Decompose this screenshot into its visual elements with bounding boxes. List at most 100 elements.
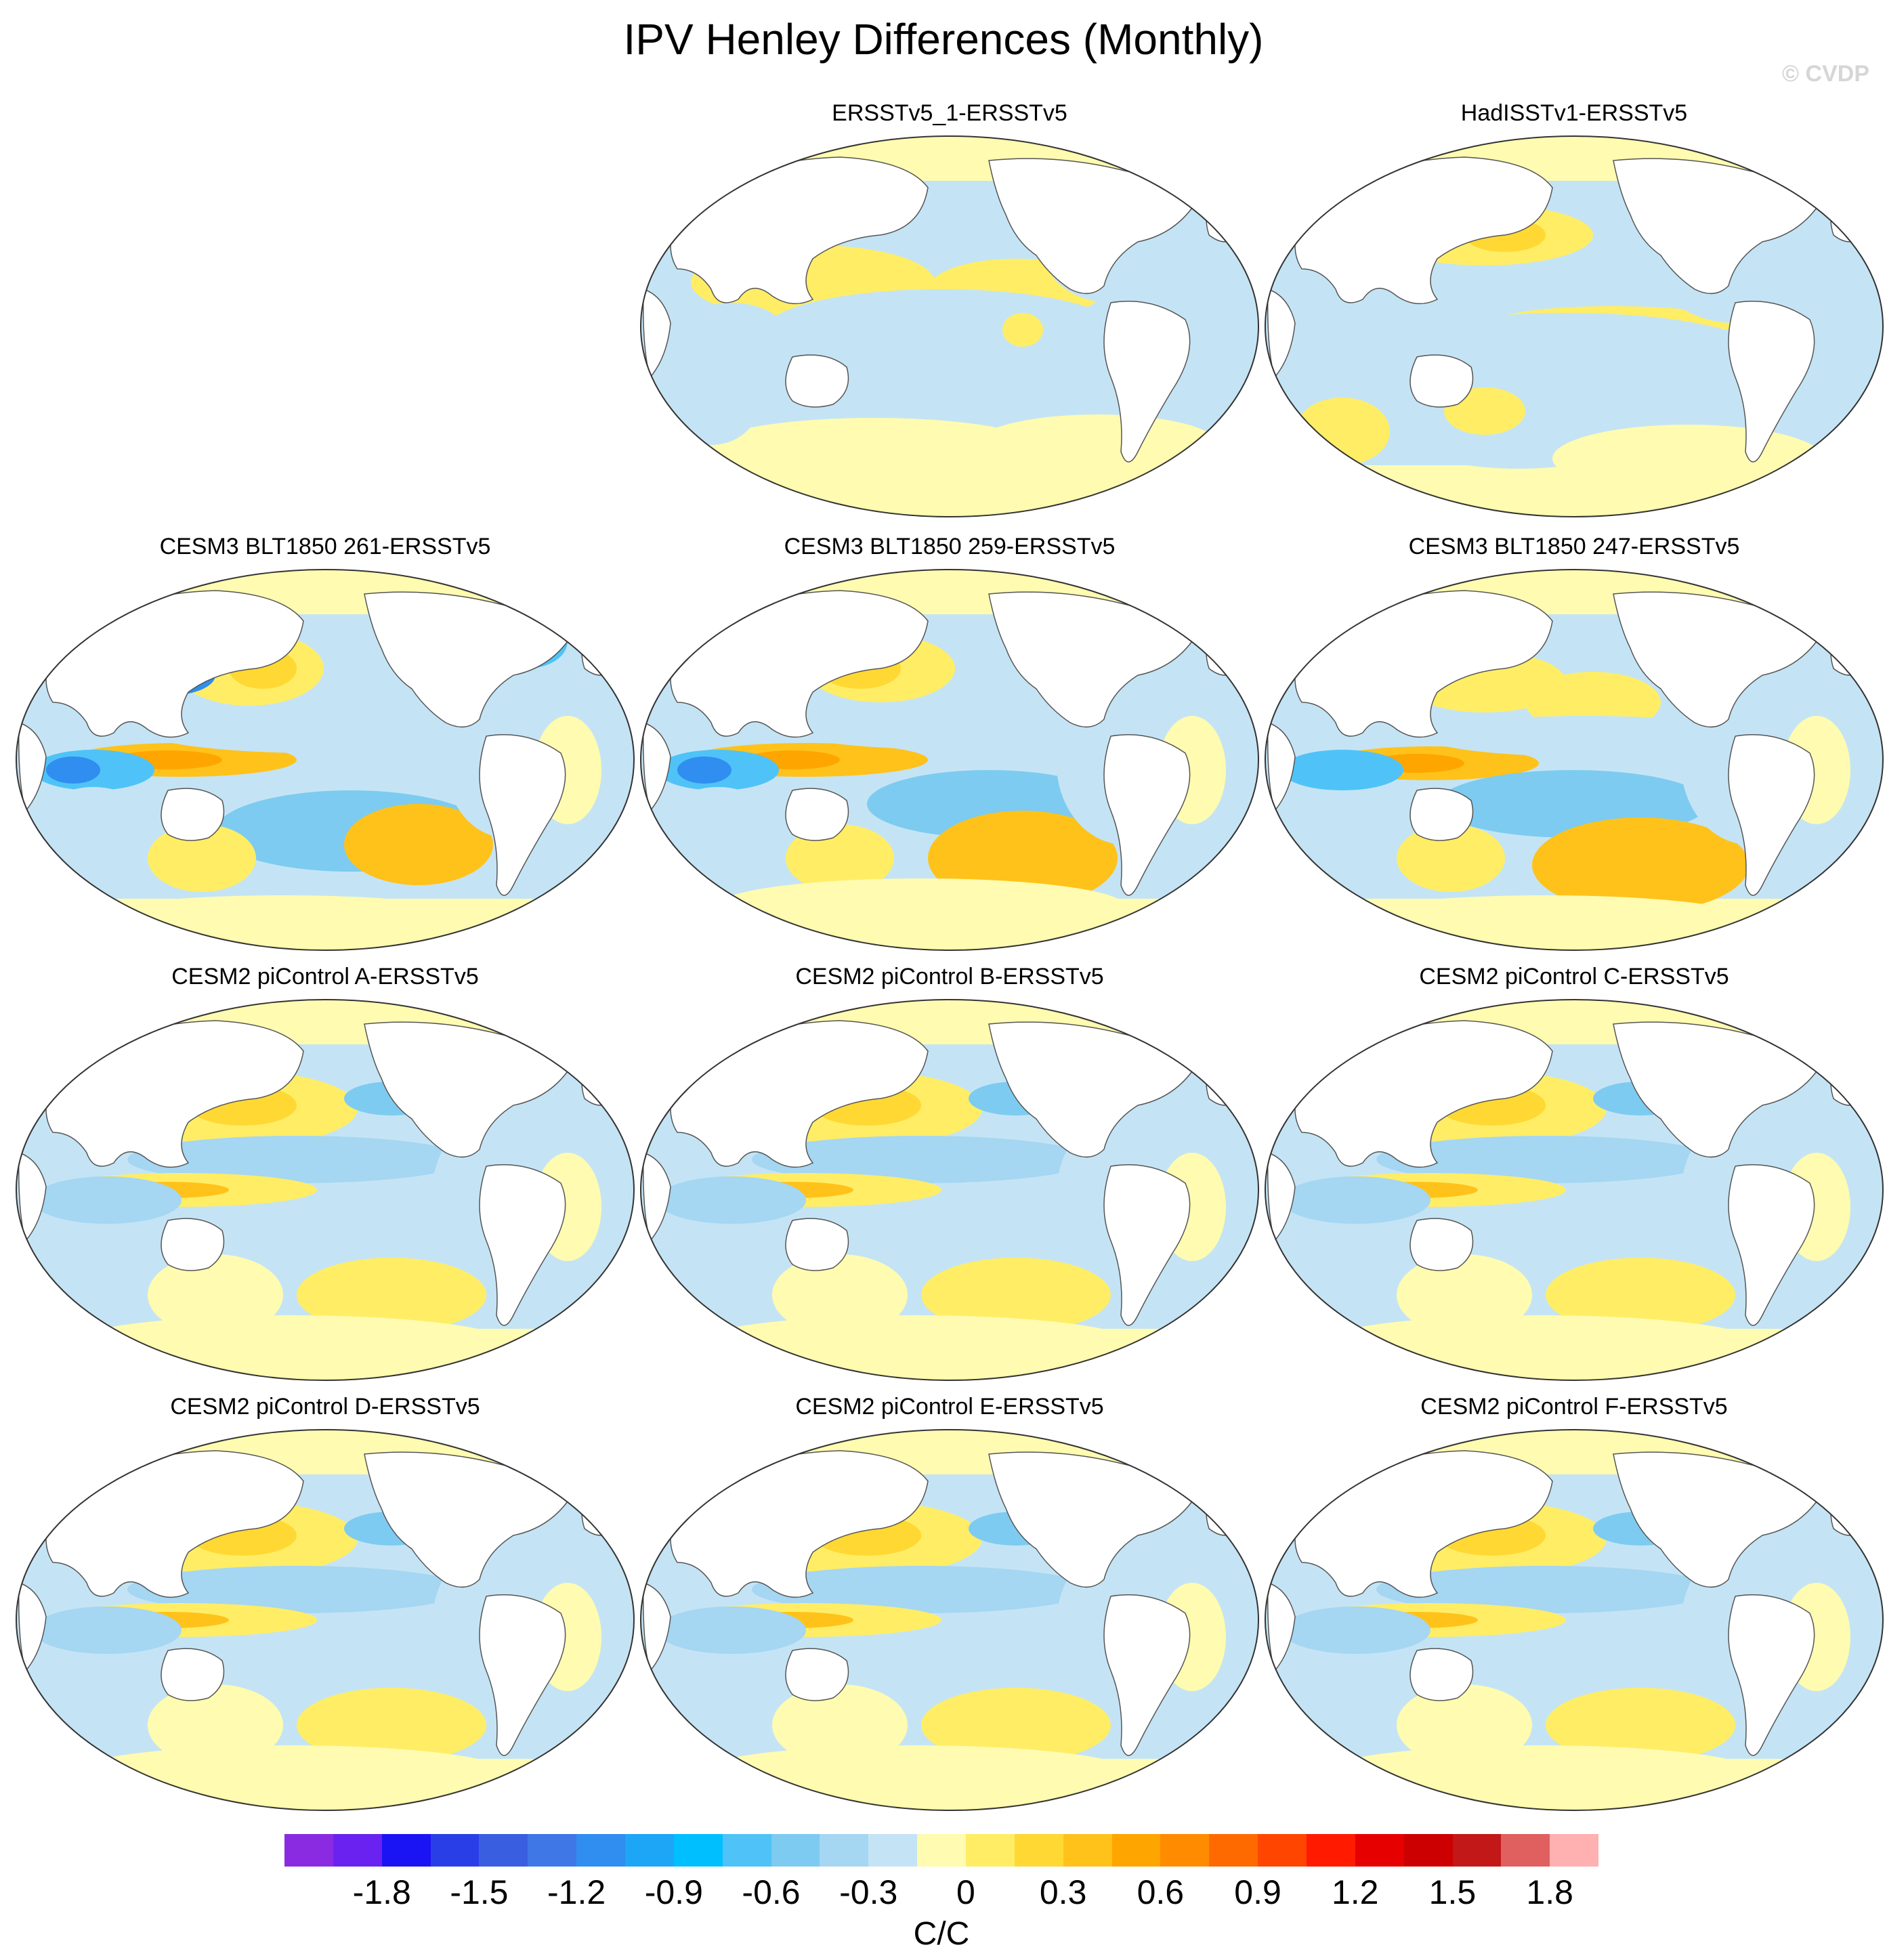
map-cesm3-261 [16, 569, 635, 951]
landmass [988, 591, 1193, 728]
map-cesm2-a [16, 999, 635, 1381]
anomaly-region [698, 418, 1050, 486]
colorbar-units: C/C [913, 1916, 970, 1952]
colorbar-tick-label: 0.3 [1039, 1873, 1087, 1911]
landmass [45, 1450, 304, 1598]
map-cesm2-d [16, 1429, 635, 1811]
map-frame [16, 569, 635, 951]
anomaly-region [1397, 1254, 1532, 1336]
anomaly-region [1552, 425, 1823, 492]
anomaly-region [671, 303, 792, 384]
map-frame [640, 135, 1259, 517]
colorbar-boxes [284, 1834, 1599, 1867]
anomaly-region [141, 706, 493, 753]
anomaly-region [1288, 794, 1397, 868]
anomaly-region [1342, 895, 1749, 943]
landmass [1206, 1487, 1240, 1536]
landmass [1206, 193, 1240, 242]
landmass [670, 1450, 929, 1598]
map-frame [1265, 135, 1884, 517]
anomaly-region [1546, 1688, 1735, 1762]
map-cesm2-e [640, 1429, 1259, 1811]
anomaly-region [1424, 716, 1749, 757]
map-panel-cesm2-f: CESM2 piControl F-ERSSTv5 [1261, 1392, 1887, 1812]
landmass [642, 1151, 671, 1242]
anomaly-region [297, 1258, 486, 1332]
landmass [988, 1021, 1193, 1158]
anomaly-region [127, 1136, 466, 1183]
anomaly-region [33, 1606, 182, 1654]
anomaly-region [1295, 310, 1430, 404]
anomaly-region [772, 1254, 908, 1336]
landmass [642, 1581, 671, 1672]
colorbar-box [1307, 1834, 1355, 1867]
map-panel-cesm2-a: CESM2 piControl A-ERSSTv5 [12, 962, 638, 1382]
colorbar-box [1160, 1834, 1210, 1867]
colorbar-tick-label: 1.2 [1331, 1873, 1379, 1911]
map-cesm3-247 [1265, 569, 1884, 951]
colorbar-tick-label: -1.2 [547, 1873, 606, 1911]
map-panel-cesm2-d: CESM2 piControl D-ERSSTv5 [12, 1392, 638, 1812]
anomaly-region [1397, 1684, 1532, 1766]
map-panel-cesm3-247: CESM3 BLT1850 247-ERSSTv5 [1261, 532, 1887, 952]
map-hadisstv1 [1265, 135, 1884, 517]
colorbar-box [1111, 1834, 1161, 1867]
landmass [988, 158, 1193, 295]
landmass [1728, 301, 1815, 463]
arctic-band [16, 570, 634, 614]
landmass [161, 1648, 225, 1701]
anomaly-region [1281, 1224, 1403, 1298]
anomaly-region [148, 1684, 283, 1766]
panel-title: CESM2 piControl D-ERSSTv5 [170, 1394, 480, 1420]
landmass [581, 1487, 616, 1536]
landmass [1830, 626, 1865, 676]
anomaly-region [80, 895, 486, 943]
landmass [1830, 193, 1865, 242]
anomaly-region [1281, 1176, 1430, 1224]
landmass [18, 1151, 47, 1242]
map-panel-cesm3-261: CESM3 BLT1850 261-ERSSTv5 [12, 532, 638, 952]
anomaly-region [657, 1654, 779, 1728]
landmass [1103, 301, 1191, 463]
colorbar-tick-label: -1.5 [450, 1873, 509, 1911]
arctic-band [1265, 1430, 1883, 1474]
map-cesm3-259 [640, 569, 1259, 951]
landmass [1294, 156, 1553, 305]
colorbar-box [576, 1834, 626, 1867]
anomaly-region [975, 414, 1219, 475]
map-frame [1265, 999, 1884, 1381]
landmass [161, 1218, 225, 1271]
landmass [1613, 591, 1817, 728]
colorbar-box [1063, 1834, 1112, 1867]
landmass [785, 1648, 849, 1701]
landmass [479, 734, 566, 896]
cvdp-watermark: © CVDP [1782, 61, 1869, 87]
landmass [785, 788, 849, 841]
anomaly-region [1397, 824, 1505, 892]
colorbar-box [868, 1834, 918, 1867]
anomaly-region [73, 1745, 507, 1799]
map-panel-cesm2-e: CESM2 piControl E-ERSSTv5 [637, 1392, 1263, 1812]
landmass [1103, 734, 1191, 896]
landmass [670, 590, 929, 738]
anomaly-region [698, 1315, 1131, 1369]
colorbar-tick-label: 0 [956, 1873, 975, 1911]
anomaly-region [664, 787, 772, 861]
colorbar-box [1550, 1834, 1599, 1867]
landmass [1294, 1450, 1553, 1598]
anomaly-region [1789, 269, 1871, 418]
arctic-band [16, 1430, 634, 1474]
landmass [45, 590, 304, 738]
anomaly-region [786, 824, 894, 892]
anomaly-region [657, 1224, 779, 1298]
landmass [1267, 721, 1296, 812]
map-cesm2-f [1265, 1429, 1884, 1811]
landmass [1409, 1648, 1474, 1701]
arctic-band [641, 570, 1258, 614]
landmass [1409, 788, 1474, 841]
landmass [581, 626, 616, 676]
anomaly-region [148, 1254, 283, 1336]
anomaly-region [718, 878, 1124, 933]
anomaly-region [344, 804, 493, 885]
colorbar-tick-label: -0.6 [742, 1873, 801, 1911]
